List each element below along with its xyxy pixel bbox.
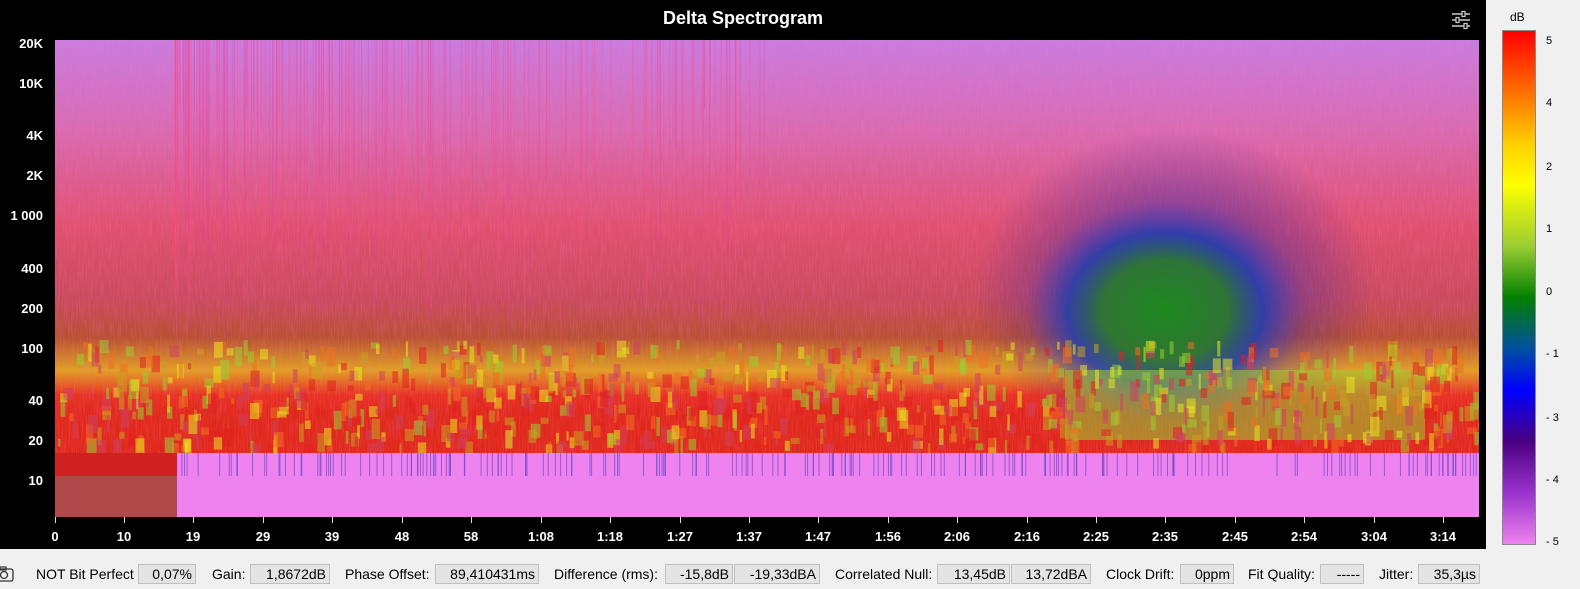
x-tick-label: 48	[394, 529, 410, 544]
clock-drift-label: Clock Drift:	[1106, 566, 1175, 582]
bit-perfect-value: 0,07%	[138, 564, 196, 584]
colorbar-unit: dB	[1510, 10, 1525, 24]
x-tick-mark	[1374, 517, 1375, 523]
correlated-null-label: Correlated Null:	[835, 566, 933, 582]
y-tick-label: 10	[28, 473, 43, 488]
x-tick-label: 1:56	[874, 529, 902, 544]
x-tick-mark	[610, 517, 611, 523]
y-tick-label: 2K	[26, 168, 43, 183]
phase-offset-label: Phase Offset:	[345, 566, 430, 582]
clock-drift-value: 0ppm	[1180, 564, 1234, 584]
x-tick-mark	[124, 517, 125, 523]
y-tick-label: 20	[28, 433, 43, 448]
y-tick-label: 40	[28, 393, 43, 408]
x-tick-label: 29	[255, 529, 271, 544]
difference-label: Difference (rms):	[554, 566, 658, 582]
x-tick-mark	[263, 517, 264, 523]
colorbar-tick-label: 0	[1546, 286, 1553, 298]
difference-db-value: -15,8dB	[665, 564, 733, 584]
x-tick-label: 2:54	[1290, 529, 1318, 544]
colorbar-tick-label: 4	[1546, 97, 1553, 109]
y-tick-label: 20K	[19, 36, 43, 51]
chart-title: Delta Spectrogram	[662, 8, 824, 28]
y-tick-label: 400	[21, 261, 43, 276]
colorbar-tick-label: - 4	[1546, 474, 1559, 486]
spectrogram-image	[55, 40, 1479, 517]
sliders-icon[interactable]	[1450, 10, 1472, 30]
status-bar: NOT Bit Perfect 0,07% Gain: 1,8672dB Pha…	[0, 561, 1580, 589]
colorbar-tick-label: - 3	[1546, 412, 1559, 424]
x-tick-label: 1:37	[735, 529, 763, 544]
colorbar-tick-label: - 5	[1546, 536, 1559, 548]
colorbar-tick-label: - 1	[1546, 348, 1559, 360]
correlated-null-db-value: 13,45dB	[937, 564, 1010, 584]
x-tick-mark	[55, 517, 56, 523]
x-tick-mark	[888, 517, 889, 523]
x-tick-label: 2:35	[1151, 529, 1179, 544]
x-tick-label: 1:18	[596, 529, 624, 544]
gain-label: Gain:	[212, 566, 246, 582]
gain-value: 1,8672dB	[250, 564, 330, 584]
fit-quality-label: Fit Quality:	[1248, 566, 1315, 582]
colorbar-tick-label: 5	[1546, 35, 1553, 47]
phase-offset-value: 89,410431ms	[435, 564, 539, 584]
x-tick-label: 58	[463, 529, 479, 544]
colorbar-tick-label: 1	[1546, 223, 1553, 235]
y-tick-label: 200	[21, 301, 43, 316]
jitter-label: Jitter:	[1379, 566, 1414, 582]
colorbar-tick-label: 2	[1546, 161, 1553, 173]
x-tick-label: 39	[324, 529, 340, 544]
x-tick-mark	[471, 517, 472, 523]
x-tick-mark	[1165, 517, 1166, 523]
x-tick-label: 19	[185, 529, 201, 544]
x-tick-label: 10	[116, 529, 132, 544]
x-tick-label: 3:14	[1429, 529, 1457, 544]
x-tick-label: 3:04	[1360, 529, 1388, 544]
x-tick-mark	[749, 517, 750, 523]
x-tick-label: 2:06	[943, 529, 971, 544]
jitter-value: 35,3µs	[1418, 564, 1480, 584]
x-tick-mark	[193, 517, 194, 523]
x-tick-mark	[1027, 517, 1028, 523]
x-tick-mark	[541, 517, 542, 523]
correlated-null-dba-value: 13,72dBA	[1011, 564, 1091, 584]
x-tick-mark	[680, 517, 681, 523]
camera-icon[interactable]	[0, 566, 14, 582]
y-tick-label: 4K	[26, 128, 43, 143]
x-tick-label: 1:08	[527, 529, 555, 544]
bit-perfect-label: NOT Bit Perfect	[36, 566, 134, 582]
x-tick-mark	[1443, 517, 1444, 523]
y-tick-label: 100	[21, 341, 43, 356]
x-tick-label: 2:25	[1082, 529, 1110, 544]
x-tick-label: 1:47	[804, 529, 832, 544]
x-tick-mark	[1235, 517, 1236, 523]
x-tick-label: 1:27	[666, 529, 694, 544]
x-tick-mark	[957, 517, 958, 523]
y-tick-label: 1 000	[10, 208, 43, 223]
colorbar	[1502, 30, 1536, 545]
x-tick-label: 2:16	[1013, 529, 1041, 544]
x-tick-label: 2:45	[1221, 529, 1249, 544]
y-tick-label: 10K	[19, 76, 43, 91]
x-tick-mark	[402, 517, 403, 523]
x-tick-mark	[818, 517, 819, 523]
x-tick-label: 0	[51, 529, 59, 544]
difference-dba-value: -19,33dBA	[734, 564, 820, 584]
x-tick-mark	[332, 517, 333, 523]
x-tick-mark	[1096, 517, 1097, 523]
x-tick-mark	[1304, 517, 1305, 523]
fit-quality-value: -----	[1320, 564, 1364, 584]
